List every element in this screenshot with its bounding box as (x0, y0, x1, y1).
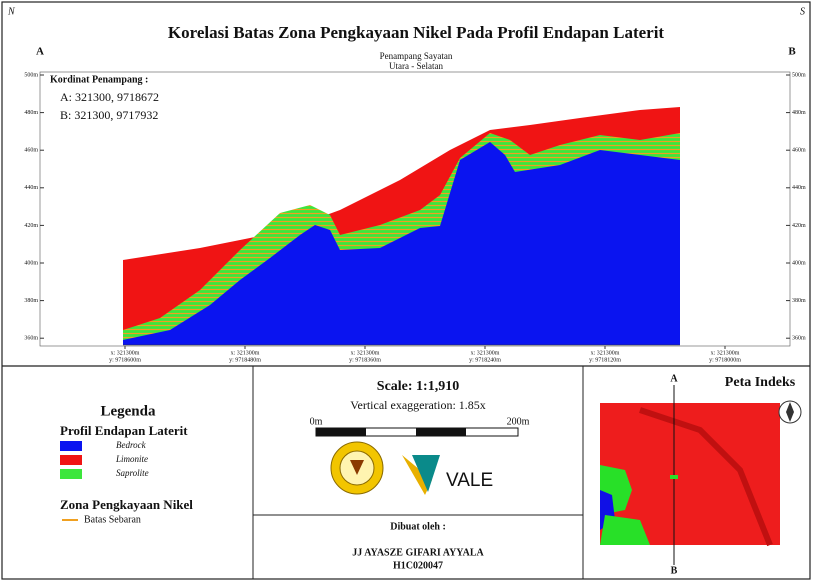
coord-heading: Kordinat Penampang : (50, 74, 148, 85)
elevation-label: 480m (792, 110, 806, 116)
elevation-label: 360m (24, 336, 38, 342)
grid-label: x: 321300m (231, 350, 260, 356)
legend-swatch (60, 455, 82, 465)
map-layout: N S Korelasi Batas Zona Pengkayaan Nikel… (0, 0, 813, 582)
scale-start: 0m (310, 416, 323, 427)
index-title: Peta Indeks (725, 375, 796, 390)
grid-label: y: 9718480m (229, 357, 261, 363)
grid-label: x: 321300m (111, 350, 140, 356)
grid-label: y: 9718360m (349, 357, 381, 363)
university-logo (331, 442, 383, 494)
end-b: B (788, 46, 796, 58)
elevation-label: 440m (24, 185, 38, 191)
end-a: A (36, 46, 44, 58)
elevation-label: 440m (792, 185, 806, 191)
south-label: S (800, 6, 805, 17)
legend-items: Bedrock Limonite Saprolite (60, 440, 149, 479)
coord-a: A: 321300, 9718672 (60, 90, 159, 104)
elevation-label: 360m (792, 336, 806, 342)
grid-label: y: 9718120m (589, 357, 621, 363)
section-title: Penampang Sayatan (380, 51, 453, 61)
scale-bar (316, 428, 518, 436)
grid-label: y: 9718240m (469, 357, 501, 363)
elevation-label: 500m (792, 72, 806, 78)
elevation-label: 500m (24, 72, 38, 78)
scale-exaggeration: Vertical exaggeration: 1.85x (350, 398, 486, 412)
legend-group: Zona Pengkayaan Nikel (60, 497, 193, 512)
legend-label: Saprolite (116, 468, 149, 478)
vale-text: VALE (446, 470, 493, 491)
legend-label: Bedrock (116, 440, 147, 450)
coord-b: B: 321300, 9717932 (60, 108, 158, 122)
legend-label: Limonite (115, 454, 148, 464)
elevation-label: 460m (792, 148, 806, 154)
grid-label: x: 321300m (591, 350, 620, 356)
grid-label: y: 9718000m (709, 357, 741, 363)
credits-heading: Dibuat oleh : (390, 521, 446, 532)
elevation-label: 400m (24, 260, 38, 266)
elevation-label: 420m (792, 223, 806, 229)
elevation-label: 420m (24, 223, 38, 229)
grid-label: x: 321300m (471, 350, 500, 356)
scale-ratio: Scale: 1:1,910 (377, 379, 459, 394)
index-map (600, 385, 801, 565)
legend-swatch (60, 469, 82, 479)
grid-label: x: 321300m (711, 350, 740, 356)
grid-label: y: 9718600m (109, 357, 141, 363)
bedrock-layer (123, 142, 680, 345)
index-b: B (671, 565, 678, 576)
elevation-label: 380m (792, 298, 806, 304)
legend-group: Profil Endapan Laterit (60, 423, 188, 438)
elevation-label: 460m (24, 148, 38, 154)
legend-title: Legenda (100, 403, 156, 419)
grid-label: x: 321300m (351, 350, 380, 356)
scale-end: 200m (507, 416, 530, 427)
north-label: N (7, 6, 16, 17)
elevation-label: 380m (24, 298, 38, 304)
index-a: A (670, 373, 678, 384)
elevation-label: 480m (24, 110, 38, 116)
elevation-label: 400m (792, 260, 806, 266)
legend-label: Batas Sebaran (84, 514, 141, 525)
credits-id: H1C020047 (393, 560, 443, 571)
map-title: Korelasi Batas Zona Pengkayaan Nikel Pad… (168, 23, 665, 42)
section-direction: Utara - Selatan (389, 61, 443, 71)
credits-author: JJ AYASZE GIFARI AYYALA (352, 547, 484, 558)
legend-swatch (60, 441, 82, 451)
vale-logo: VALE (402, 455, 493, 495)
